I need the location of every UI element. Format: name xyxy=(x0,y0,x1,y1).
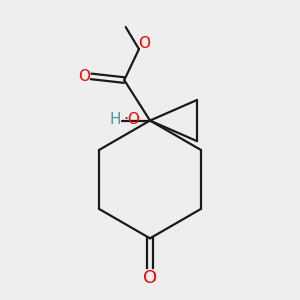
Text: ·O: ·O xyxy=(124,112,140,127)
Text: H: H xyxy=(110,112,121,127)
Text: O: O xyxy=(143,269,157,287)
Text: O: O xyxy=(79,69,91,84)
Text: O: O xyxy=(138,37,150,52)
